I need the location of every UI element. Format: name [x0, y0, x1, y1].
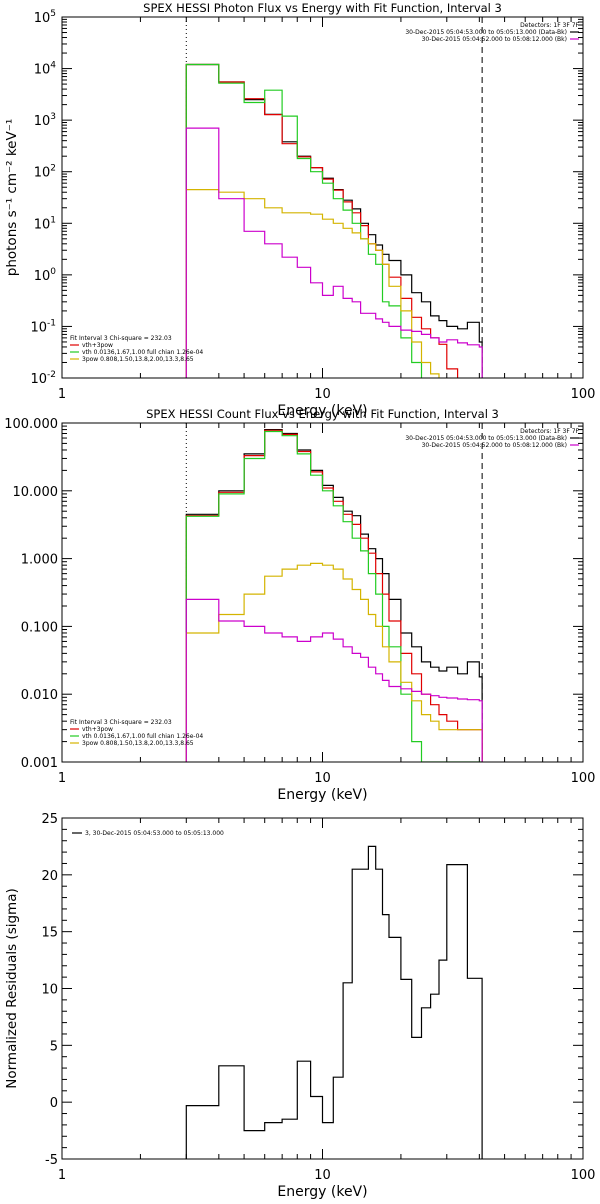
series-line — [185, 562, 483, 762]
chart-panel-3: 1 10 100 Energy (keV) -5 0 5 10 15 20 25 Normalized… — [4, 812, 595, 1200]
y-tick-label: 100 — [34, 267, 57, 284]
y-tick-label: 0.010 — [21, 688, 58, 703]
series-group — [185, 429, 483, 762]
y-axis-label: Normalized Residuals (sigma) — [4, 888, 20, 1089]
y-tick-label: 25 — [41, 812, 58, 827]
x-tick-label: 1 — [58, 387, 66, 402]
y-tick-label: 5 — [50, 1039, 58, 1054]
x-tick-label: 100 — [571, 771, 596, 786]
x-axis-label: Energy (keV) — [277, 787, 367, 803]
fit-info-label: vth+3pow — [82, 726, 113, 733]
fit-info-header: Fit Interval 3 Chi-square = 232.03 — [70, 719, 172, 726]
series-line — [185, 63, 483, 378]
legend-label: 3, 30-Dec-2015 05:04:53.000 to 05:05:13.… — [85, 830, 224, 837]
chart-panel-2: SPEX HESSI Count Flux vs Energy with Fit… — [4, 407, 595, 803]
series-line — [185, 598, 483, 762]
fit-info: Fit Interval 3 Chi-square = 232.03vth+3p… — [70, 335, 203, 363]
series-group — [185, 63, 483, 378]
y-tick-label: 15 — [41, 926, 58, 941]
fit-info-label: 3pow 0.808,1.50,13.8,2.00,13.3,8.65 — [82, 740, 194, 747]
series-line — [185, 845, 483, 1159]
y-tick-exp: 2 — [50, 164, 56, 174]
axes-ticks — [62, 16, 583, 379]
x-axis-label: Energy (keV) — [277, 1184, 367, 1200]
y-tick-exp: -1 — [47, 318, 56, 328]
y-tick-label: 10-2 — [30, 370, 56, 387]
y-tick-label: 10-1 — [30, 318, 56, 335]
series-group — [185, 845, 483, 1159]
y-tick-label: 1.000 — [21, 553, 58, 568]
x-tick-label: 10 — [314, 387, 331, 402]
series-line — [185, 189, 440, 378]
plot-frame — [61, 422, 584, 763]
x-axis-label: Energy (keV) — [277, 403, 367, 419]
legend: 3, 30-Dec-2015 05:04:53.000 to 05:05:13.… — [72, 830, 224, 837]
y-tick-label: 102 — [34, 164, 56, 181]
x-tick-label: 1 — [58, 771, 66, 786]
fit-info-label: vth 0.0136,1.67,1.00 full chian 1.26e-04 — [82, 733, 203, 740]
y-tick-base: 10 — [34, 11, 51, 26]
series-line — [185, 429, 483, 762]
y-tick-exp: 1 — [50, 215, 56, 225]
y-tick-label: 104 — [34, 61, 57, 78]
fit-info-label: vth+3pow — [82, 342, 113, 349]
plot-frame — [61, 817, 584, 1160]
y-tick-exp: 0 — [50, 267, 56, 277]
y-tick-label: 101 — [34, 215, 56, 232]
y-tick-base: 10 — [34, 63, 51, 78]
y-tick-label: 0.100 — [21, 620, 58, 635]
y-tick-label: 10.000 — [13, 485, 59, 500]
y-tick-exp: 5 — [50, 9, 56, 19]
axes-ticks — [62, 422, 583, 763]
y-axis-label: photons s⁻¹ cm⁻² keV⁻¹ — [4, 119, 20, 277]
y-tick-label: 10 — [41, 983, 58, 998]
x-tick-label: 100 — [571, 387, 596, 402]
y-tick-base: 10 — [34, 114, 51, 129]
y-tick-label: 103 — [34, 112, 56, 129]
y-tick-base: 10 — [34, 166, 51, 181]
plot-frame — [61, 16, 584, 379]
series-line — [185, 63, 423, 378]
legend-label: 30-Dec-2015 05:04:52.000 to 05:08:12.000… — [422, 442, 567, 449]
y-tick-exp: -2 — [47, 370, 56, 380]
y-tick-exp: 4 — [50, 61, 56, 71]
series-line — [185, 127, 483, 378]
y-tick-base: 10 — [34, 269, 51, 284]
series-line — [185, 429, 483, 762]
fit-info-label: vth 0.0136,1.67,1.00 full chian 1.26e-04 — [82, 349, 203, 356]
legend-label: 30-Dec-2015 05:04:52.000 to 05:08:12.000… — [422, 36, 567, 43]
x-tick-label: 10 — [314, 1168, 331, 1183]
chart-panel-1: SPEX HESSI Photon Flux vs Energy with Fi… — [4, 1, 595, 419]
y-tick-label: 100.000 — [4, 417, 58, 432]
y-tick-label: 20 — [41, 869, 58, 884]
y-tick-base: 10 — [34, 217, 51, 232]
y-tick-label: 0.001 — [21, 756, 58, 771]
y-tick-base: 10 — [30, 372, 47, 387]
chart-title: SPEX HESSI Count Flux vs Energy with Fit… — [146, 407, 499, 421]
y-tick-label: 105 — [34, 9, 56, 26]
x-tick-label: 10 — [314, 771, 331, 786]
y-tick-base: 10 — [30, 320, 47, 335]
y-tick-exp: 3 — [50, 112, 56, 122]
y-tick-label: -5 — [45, 1153, 58, 1168]
fit-info: Fit Interval 3 Chi-square = 232.03vth+3p… — [70, 719, 203, 747]
fit-info-label: 3pow 0.808,1.50,13.8,2.00,13.3,8.65 — [82, 356, 194, 363]
fit-info-header: Fit Interval 3 Chi-square = 232.03 — [70, 335, 172, 342]
legend-label: 30-Dec-2015 05:04:53.000 to 05:05:13.000… — [405, 29, 567, 36]
series-line — [185, 430, 483, 762]
legend-label: 30-Dec-2015 05:04:53.000 to 05:05:13.000… — [405, 435, 567, 442]
y-tick-label: 0 — [50, 1096, 58, 1111]
series-line — [185, 63, 459, 378]
legend-header: Detectors: 1F 3F 7F — [520, 428, 579, 435]
legend-header: Detectors: 1F 3F 7F — [520, 22, 579, 29]
x-tick-label: 1 — [58, 1168, 66, 1183]
x-tick-label: 100 — [571, 1168, 596, 1183]
chart-title: SPEX HESSI Photon Flux vs Energy with Fi… — [143, 1, 502, 15]
